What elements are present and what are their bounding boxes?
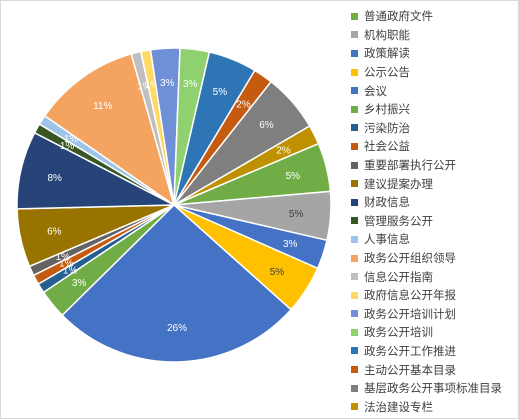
legend-item: 社会公益 bbox=[351, 137, 517, 156]
pie-slice bbox=[61, 203, 293, 363]
legend-label: 财政信息 bbox=[364, 195, 410, 210]
slice-data-label: 1% bbox=[59, 259, 74, 270]
legend-swatch bbox=[351, 273, 358, 281]
legend-swatch bbox=[351, 161, 358, 169]
legend-label: 主动公开基本目录 bbox=[364, 362, 456, 377]
slice-data-label: 6% bbox=[47, 226, 62, 237]
legend-label: 重要部署执行公开 bbox=[364, 158, 456, 173]
legend-swatch bbox=[351, 49, 358, 57]
slice-data-label: 26% bbox=[167, 323, 187, 334]
legend-label: 基层政务公开事项标准目录 bbox=[364, 381, 502, 396]
legend-label: 信息公开指南 bbox=[364, 269, 433, 284]
legend-label: 政府信息公开年报 bbox=[364, 288, 456, 303]
legend-swatch bbox=[351, 87, 358, 95]
legend-label: 乡村振兴 bbox=[364, 102, 410, 117]
legend-swatch bbox=[351, 12, 358, 20]
slice-data-label: 2% bbox=[276, 146, 291, 157]
legend-label: 污染防治 bbox=[364, 120, 410, 135]
slice-data-label: 3% bbox=[183, 79, 198, 90]
legend-label: 政策解读 bbox=[364, 46, 410, 61]
slice-data-label: 5% bbox=[213, 87, 228, 98]
legend-item: 财政信息 bbox=[351, 193, 517, 212]
slice-data-label: 3% bbox=[283, 239, 298, 250]
legend-item: 管理服务公开 bbox=[351, 212, 517, 231]
pie-slice bbox=[173, 47, 211, 206]
legend-item: 政策解读 bbox=[351, 44, 517, 63]
legend-swatch bbox=[351, 217, 358, 225]
legend-item: 乡村振兴 bbox=[351, 100, 517, 119]
legend-item: 会议 bbox=[351, 81, 517, 100]
slice-data-label: 1% bbox=[64, 134, 79, 145]
legend-swatch bbox=[351, 310, 358, 318]
slice-data-label: 3% bbox=[72, 278, 87, 289]
legend-item: 政务公开培训 bbox=[351, 323, 517, 342]
legend-label: 政务公开培训计划 bbox=[364, 306, 456, 321]
legend-swatch bbox=[351, 124, 358, 132]
legend-label: 社会公益 bbox=[364, 139, 410, 154]
legend-label: 人事信息 bbox=[364, 232, 410, 247]
slice-data-label: 5% bbox=[286, 171, 301, 182]
legend-swatch bbox=[351, 291, 358, 299]
slice-data-label: 11% bbox=[93, 101, 112, 112]
legend-label: 机构职能 bbox=[364, 27, 410, 42]
legend-swatch bbox=[351, 235, 358, 243]
slice-data-label: 6% bbox=[259, 120, 274, 131]
slice-data-label: 1% bbox=[63, 265, 78, 276]
legend-label: 法治建设专栏 bbox=[364, 399, 433, 414]
legend-swatch bbox=[351, 105, 358, 113]
slice-data-label: 2% bbox=[236, 100, 251, 111]
legend-item: 重要部署执行公开 bbox=[351, 156, 517, 175]
legend-swatch bbox=[351, 198, 358, 206]
legend-swatch bbox=[351, 142, 358, 150]
slice-data-label: 1% bbox=[56, 252, 71, 263]
legend-swatch bbox=[351, 403, 358, 411]
legend-item: 法治建设专栏 bbox=[351, 397, 517, 416]
legend-label: 政务公开工作推进 bbox=[364, 343, 456, 358]
legend-label: 建议提案办理 bbox=[364, 176, 433, 191]
legend-item: 机构职能 bbox=[351, 26, 517, 45]
slice-data-label: 5% bbox=[270, 267, 285, 278]
legend-swatch bbox=[351, 384, 358, 392]
legend-item: 建议提案办理 bbox=[351, 174, 517, 193]
legend-item: 主动公开基本目录 bbox=[351, 360, 517, 379]
legend-label: 管理服务公开 bbox=[364, 213, 433, 228]
slice-data-label: 8% bbox=[47, 173, 62, 184]
legend-item: 信息公开指南 bbox=[351, 267, 517, 286]
legend-label: 会议 bbox=[364, 83, 387, 98]
legend-item: 普通政府文件 bbox=[351, 7, 517, 26]
legend-swatch bbox=[351, 347, 358, 355]
legend-swatch bbox=[351, 68, 358, 76]
legend-item: 基层政务公开事项标准目录 bbox=[351, 379, 517, 398]
slice-data-label: 5% bbox=[289, 209, 304, 220]
legend-swatch bbox=[351, 31, 358, 39]
slice-data-label: 3% bbox=[160, 78, 175, 89]
slice-data-label: 1% bbox=[60, 141, 75, 152]
legend-label: 公示公告 bbox=[364, 65, 410, 80]
legend-label: 普通政府文件 bbox=[364, 9, 433, 24]
legend-item: 公示公告 bbox=[351, 63, 517, 82]
legend-item: 政务公开培训计划 bbox=[351, 305, 517, 324]
legend-item: 污染防治 bbox=[351, 119, 517, 138]
legend-swatch bbox=[351, 366, 358, 374]
legend: 普通政府文件 机构职能政策解读公示公告会议乡村振兴污染防治社会公益重要部署执行公开… bbox=[351, 7, 517, 416]
legend-item: 政务公开工作推进 bbox=[351, 342, 517, 361]
legend-swatch bbox=[351, 254, 358, 262]
legend-swatch bbox=[351, 328, 358, 336]
legend-label: 政务公开组织领导 bbox=[364, 251, 456, 266]
legend-item: 政府信息公开年报 bbox=[351, 286, 517, 305]
slice-data-label: 1% bbox=[145, 80, 160, 91]
legend-swatch bbox=[351, 180, 358, 188]
legend-item: 政务公开组织领导 bbox=[351, 249, 517, 268]
slice-data-label: 1% bbox=[137, 82, 152, 93]
legend-label: 政务公开培训 bbox=[364, 325, 433, 340]
legend-item: 人事信息 bbox=[351, 230, 517, 249]
